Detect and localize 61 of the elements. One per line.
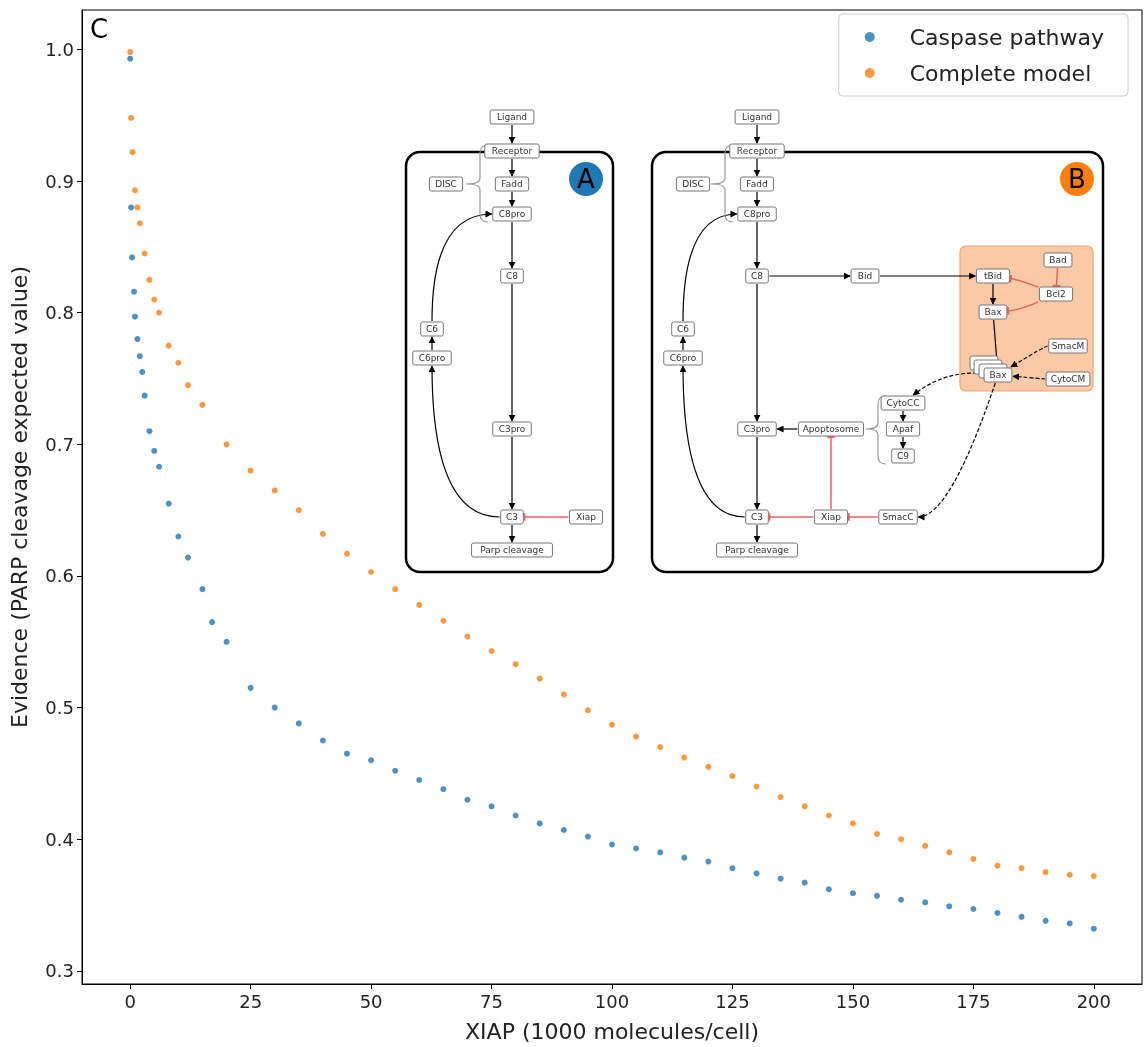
annotation: Parp cleavage <box>725 545 790 555</box>
annotation: Parp cleavage <box>480 545 545 555</box>
annotation: Bax <box>984 307 1003 317</box>
annotation: Bad <box>1049 255 1067 265</box>
annotation: CytoCM <box>1050 374 1086 384</box>
annotation: C8 <box>750 271 764 281</box>
annotation: SmacC <box>882 512 914 522</box>
x-tick-label: 175 <box>956 990 991 1012</box>
annotation: C6pro <box>418 353 446 363</box>
annotation: Bid <box>857 271 873 281</box>
x-axis-title: XIAP (1000 molecules/cell) <box>465 1018 759 1044</box>
y-tick-label: 0.5 <box>45 697 74 719</box>
annotation: C6 <box>425 324 439 334</box>
x-tick-label: 100 <box>594 990 630 1012</box>
annotation: Ligand <box>741 112 773 122</box>
annotation: Xiap <box>576 512 597 522</box>
x-tick-label: 150 <box>835 990 871 1012</box>
annotation: Receptor <box>491 146 533 156</box>
annotation: Ligand <box>496 112 528 122</box>
annotation: DISC <box>435 179 457 189</box>
annotation: C3 <box>750 512 764 522</box>
y-tick-label: 0.8 <box>45 302 74 324</box>
x-tick-label: 200 <box>1076 990 1111 1012</box>
x-tick-label: 25 <box>239 990 263 1012</box>
annotation: SmacM <box>1051 341 1085 351</box>
legend-label: Caspase pathway <box>909 24 1105 50</box>
legend-label: Complete model <box>909 60 1092 86</box>
annotation: A <box>577 164 596 194</box>
annotation: B <box>1068 164 1086 194</box>
x-tick-label: 125 <box>715 990 750 1012</box>
annotation: Bax <box>989 370 1008 380</box>
y-tick-label: 1.0 <box>45 38 74 60</box>
y-tick-label: 0.6 <box>45 565 74 587</box>
annotation: CytoCC <box>886 398 920 408</box>
annotation: Apaf <box>892 424 915 434</box>
annotation: Bcl2 <box>1046 289 1066 299</box>
annotation: Fadd <box>501 179 523 189</box>
annotation: C3pro <box>498 424 526 434</box>
annotation: Xiap <box>821 512 842 522</box>
annotation: Receptor <box>736 146 778 156</box>
annotation: DISC <box>682 179 704 189</box>
annotation: Apoptosome <box>802 424 860 434</box>
x-tick-label: 75 <box>480 990 503 1012</box>
annotation: Fadd <box>746 179 768 189</box>
annotation: C3 <box>505 512 519 522</box>
y-tick-label: 0.3 <box>45 960 74 982</box>
annotation: C6pro <box>669 353 697 363</box>
annotation: C <box>90 14 109 44</box>
y-tick-label: 0.7 <box>45 433 74 455</box>
x-tick-label: 0 <box>124 990 136 1012</box>
annotation: C6 <box>676 324 690 334</box>
annotation: C9 <box>896 451 910 461</box>
annotation: tBid <box>984 271 1002 281</box>
y-tick-label: 0.4 <box>45 828 74 850</box>
annotation: C8pro <box>498 209 526 219</box>
y-tick-label: 0.9 <box>45 170 74 192</box>
annotation: C3pro <box>743 424 771 434</box>
annotation: C8 <box>505 271 519 281</box>
y-axis-title: Evidence (PARP cleavage expected value) <box>6 266 32 728</box>
annotation: C8pro <box>743 209 771 219</box>
x-tick-label: 50 <box>359 990 383 1012</box>
